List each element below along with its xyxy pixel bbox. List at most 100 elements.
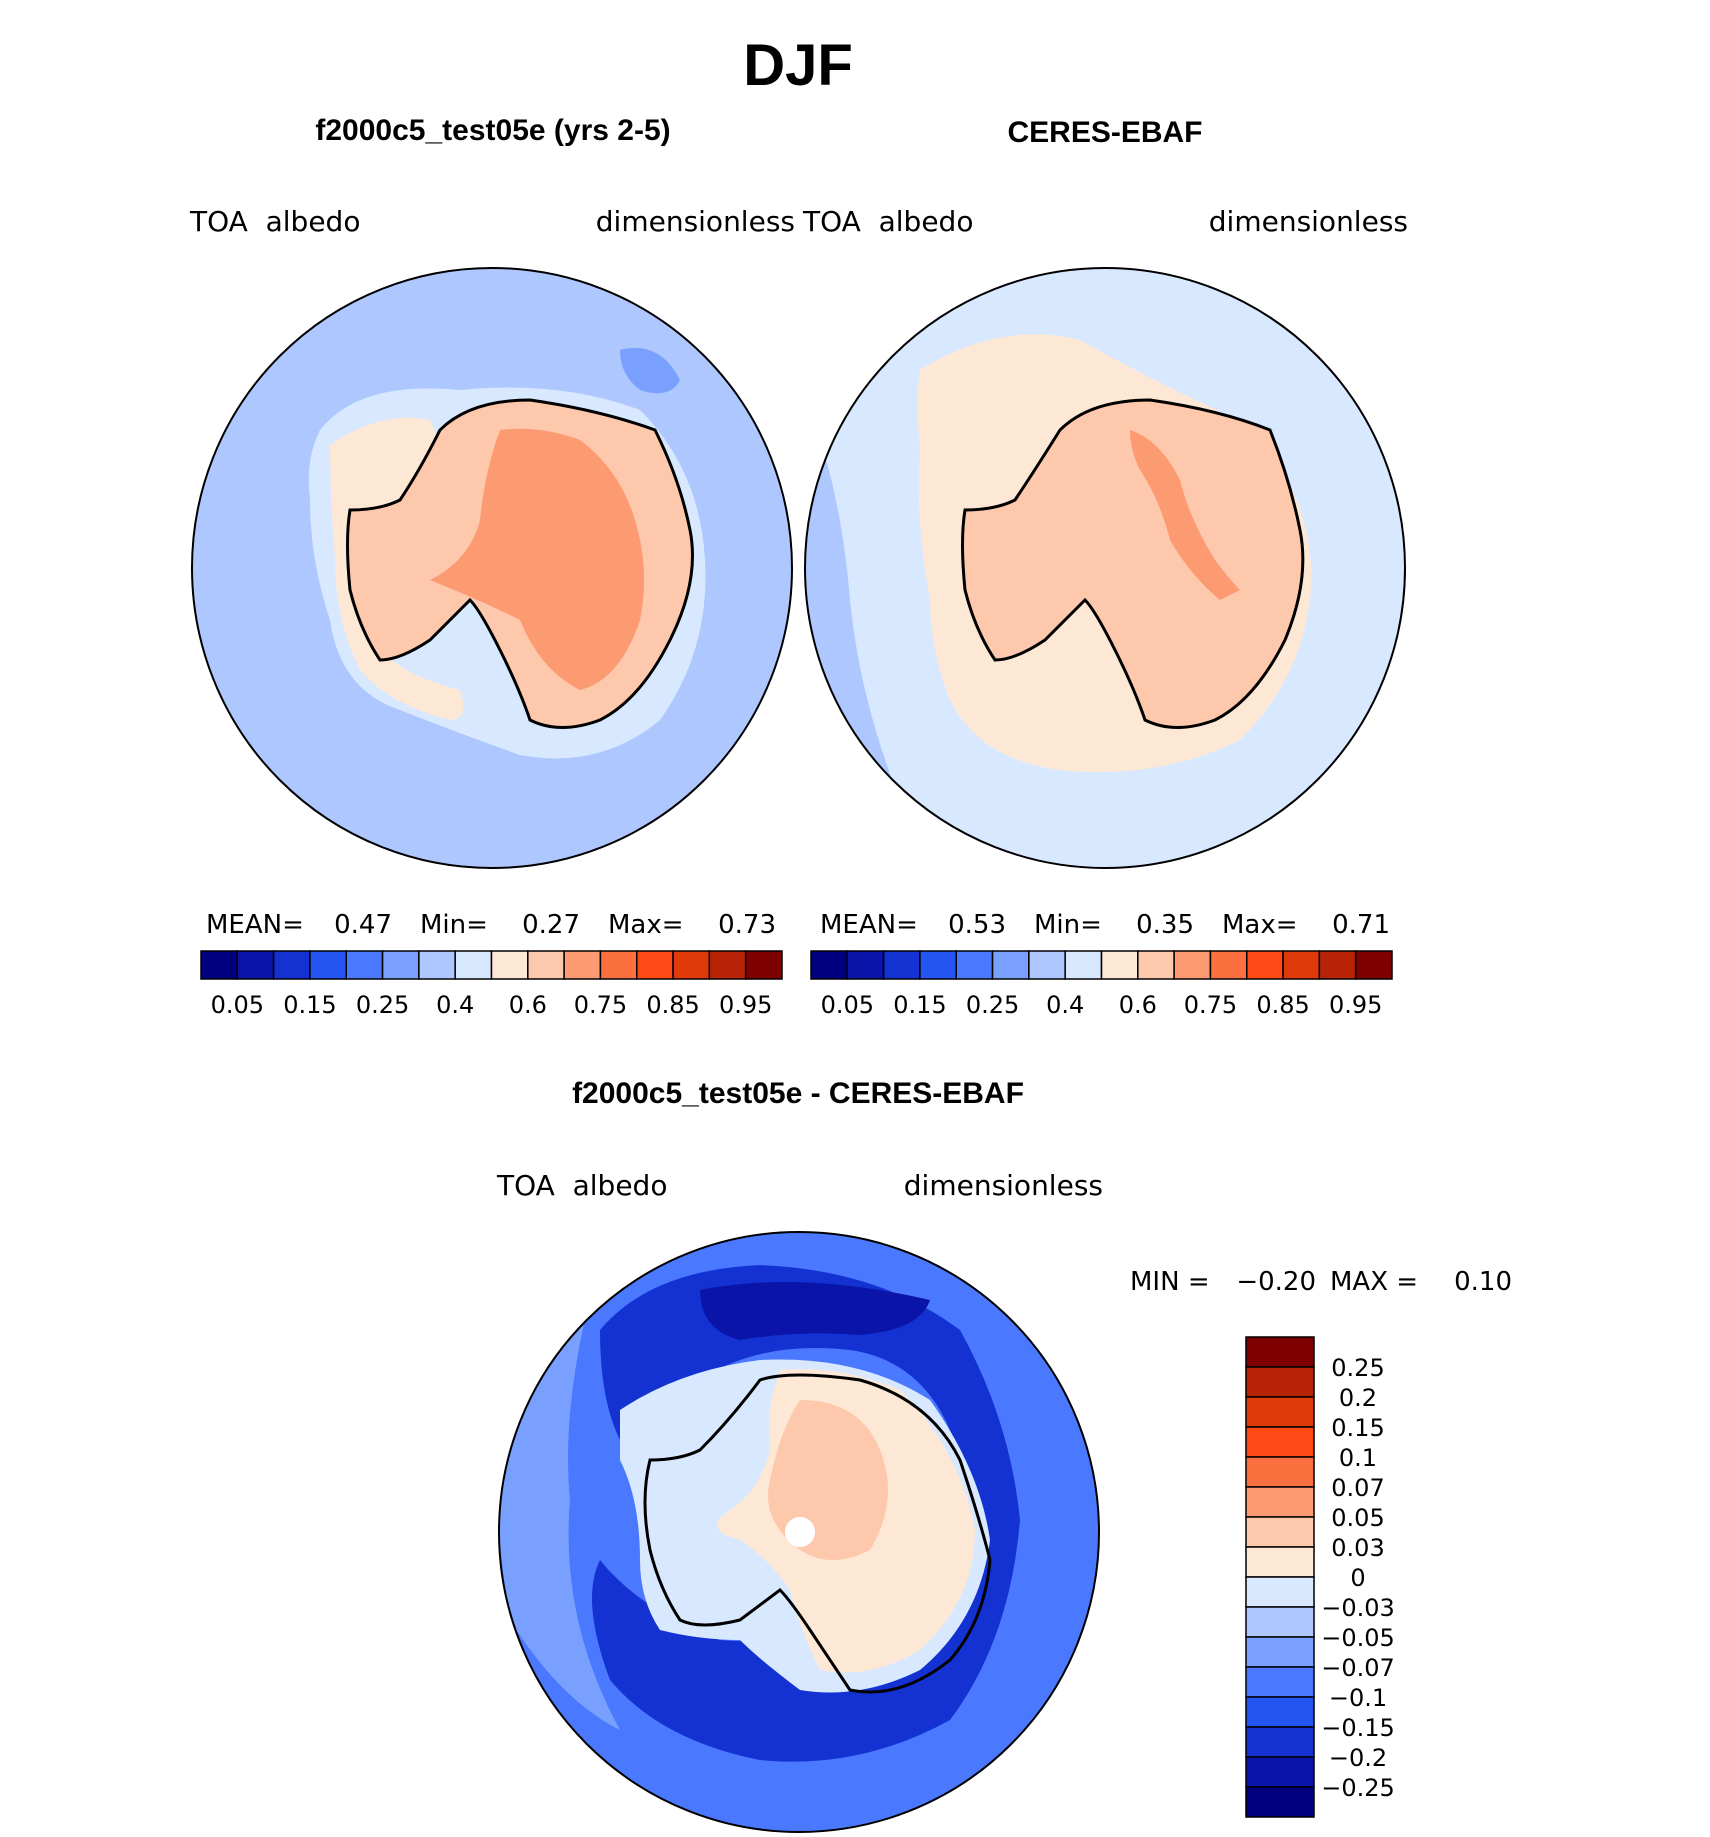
- right-map-ridge: [1130, 430, 1240, 600]
- right-max-label: Max=: [1222, 910, 1298, 940]
- right-colorbar-swatch: [882, 950, 921, 980]
- left-colorbar-tick-label: 0.15: [283, 991, 336, 1019]
- diff-minmax: MIN = −0.20 MAX = 0.10: [1130, 1267, 1512, 1297]
- diff-polar-map: [499, 1232, 1099, 1832]
- left-colorbar-tick-label: 0.95: [719, 991, 772, 1019]
- left-colorbar-swatch: [418, 950, 456, 980]
- left-colorbar-swatch: [744, 950, 783, 980]
- left-colorbar-swatch: [527, 950, 565, 980]
- diff-colorbar-swatch: [1245, 1456, 1315, 1488]
- diff-variable-label: TOA albedo: [496, 1169, 667, 1202]
- diff-colorbar-swatch: [1245, 1516, 1315, 1548]
- right-colorbar-tick-label: 0.25: [966, 991, 1019, 1019]
- left-min-value: 0.27: [522, 910, 580, 940]
- left-colorbar-tick-label: 0.6: [509, 991, 547, 1019]
- diff-colorbar-swatch: [1245, 1756, 1315, 1788]
- diff-colorbar-tick-label: 0.1: [1339, 1444, 1377, 1472]
- right-colorbar-swatch: [919, 950, 957, 980]
- diff-colorbar-swatch: [1245, 1636, 1315, 1668]
- left-colorbar-swatch: [708, 950, 747, 980]
- left-max-value: 0.73: [718, 910, 776, 940]
- right-colorbar-tick-label: 0.05: [821, 991, 874, 1019]
- diff-colorbar-tick-label: −0.1: [1329, 1684, 1387, 1712]
- left-colorbar-swatch: [345, 950, 384, 980]
- diff-colorbar-tick-label: −0.2: [1329, 1744, 1387, 1772]
- left-colorbar-swatch: [309, 950, 347, 980]
- left-colorbar-swatch: [636, 950, 674, 980]
- diff-colorbar-tick-label: −0.15: [1321, 1714, 1395, 1742]
- right-colorbar-swatch: [1246, 950, 1284, 980]
- diff-coastline: [643, 1373, 992, 1694]
- diff-colorbar-swatch: [1245, 1786, 1315, 1818]
- left-colorbar-swatch: [563, 950, 602, 980]
- right-colorbar: 0.05 0.15 0.25 0.4 0.6 0.75 0.85 0.95: [810, 950, 1393, 1019]
- left-colorbar-tick-label: 0.4: [436, 991, 474, 1019]
- diff-colorbar-swatch: [1245, 1726, 1315, 1758]
- right-min-label: Min=: [1034, 910, 1102, 940]
- diff-max-label: MAX =: [1330, 1267, 1418, 1297]
- left-mean-label: MEAN=: [206, 910, 304, 940]
- diff-colorbar-swatch: [1245, 1606, 1315, 1638]
- left-min-label: Min=: [420, 910, 488, 940]
- diff-colorbar-tick-label: 0.2: [1339, 1384, 1377, 1412]
- diff-colorbar-swatch: [1245, 1666, 1315, 1698]
- diff-colorbar-tick-label: 0.05: [1331, 1504, 1384, 1532]
- diff-colorbar-tick-label: 0.03: [1331, 1534, 1384, 1562]
- diff-min-label: MIN =: [1130, 1267, 1210, 1297]
- diff-map-pole-hole: [785, 1517, 815, 1547]
- right-map-border: [804, 267, 1406, 869]
- diff-colorbar-swatch: [1245, 1426, 1315, 1458]
- left-mean-value: 0.47: [334, 910, 392, 940]
- right-colorbar-tick-label: 0.85: [1256, 991, 1309, 1019]
- diff-colorbar-tick-label: 0.07: [1331, 1474, 1384, 1502]
- right-colorbar-tick-label: 0.15: [893, 991, 946, 1019]
- left-colorbar-swatch: [490, 950, 529, 980]
- right-mean-label: MEAN=: [820, 910, 918, 940]
- right-colorbar-swatch: [1318, 950, 1357, 980]
- left-map-plateau: [430, 428, 644, 690]
- main-title: DJF: [743, 33, 853, 98]
- right-variable-label: TOA albedo: [802, 205, 973, 238]
- right-panel-title: CERES-EBAF: [1007, 116, 1202, 149]
- left-colorbar-tick-label: 0.75: [574, 991, 627, 1019]
- left-colorbar-swatch: [381, 950, 420, 980]
- left-colorbar-swatch: [672, 950, 711, 980]
- right-map-continent: [962, 400, 1303, 728]
- right-colorbar-swatch: [1354, 950, 1393, 980]
- diff-colorbar-tick-label: −0.05: [1321, 1624, 1395, 1652]
- left-colorbar-tick-label: 0.05: [211, 991, 264, 1019]
- left-map-patch-blue: [620, 348, 680, 394]
- right-colorbar-swatch: [1173, 950, 1212, 980]
- diff-min-value: −0.20: [1236, 1267, 1316, 1297]
- right-colorbar-swatch: [810, 950, 849, 980]
- diff-colorbar-tick-label: 0.15: [1331, 1414, 1384, 1442]
- diff-panel-title: f2000c5_test05e - CERES-EBAF: [572, 1077, 1024, 1110]
- right-colorbar-swatch: [1100, 950, 1139, 980]
- right-unit-label: dimensionless: [1209, 205, 1408, 238]
- right-colorbar-tick-label: 0.4: [1046, 991, 1084, 1019]
- left-unit-label: dimensionless: [596, 205, 795, 238]
- right-colorbar-swatch: [1209, 950, 1248, 980]
- diff-colorbar-swatch: [1245, 1396, 1315, 1428]
- left-colorbar-swatch: [200, 950, 239, 980]
- right-max-value: 0.71: [1332, 910, 1390, 940]
- right-colorbar-swatch: [991, 950, 1030, 980]
- right-colorbar-swatch: [846, 950, 885, 980]
- right-colorbar-swatch: [1064, 950, 1103, 980]
- left-panel-title: f2000c5_test05e (yrs 2-5): [315, 114, 670, 147]
- diff-colorbar-swatch: [1245, 1546, 1315, 1578]
- left-colorbar-tick-label: 0.25: [356, 991, 409, 1019]
- diff-colorbar-swatch: [1245, 1336, 1315, 1368]
- left-max-label: Max=: [608, 910, 684, 940]
- diff-map-border: [498, 1231, 1100, 1833]
- right-colorbar-swatch: [1282, 950, 1321, 980]
- right-mean-value: 0.53: [948, 910, 1006, 940]
- diff-max-value: 0.10: [1454, 1267, 1512, 1297]
- diff-colorbar-tick-label: −0.07: [1321, 1654, 1395, 1682]
- left-colorbar: 0.05 0.15 0.25 0.4 0.6 0.75 0.85 0.95: [200, 950, 783, 1019]
- left-polar-map: [192, 268, 792, 868]
- diff-colorbar-swatch: [1245, 1696, 1315, 1728]
- diff-unit-label: dimensionless: [904, 1169, 1103, 1202]
- right-coastline: [961, 398, 1305, 729]
- right-colorbar-tick-label: 0.95: [1329, 991, 1382, 1019]
